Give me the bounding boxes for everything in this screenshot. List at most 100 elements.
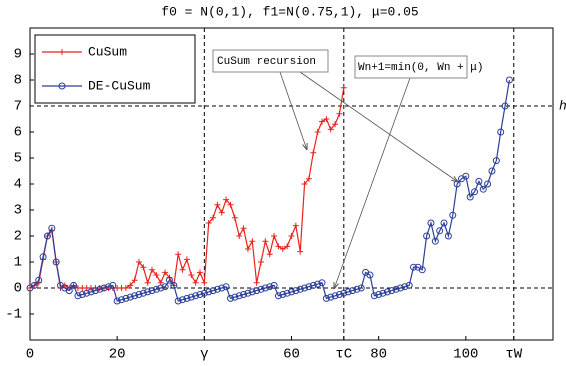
point — [122, 285, 129, 291]
point — [135, 259, 142, 265]
point — [96, 285, 104, 293]
point — [274, 292, 282, 300]
point — [74, 292, 82, 300]
point — [87, 288, 95, 296]
point — [327, 293, 335, 301]
point — [310, 149, 317, 156]
point — [297, 248, 304, 255]
point — [35, 276, 43, 284]
point — [139, 289, 147, 297]
point — [440, 219, 448, 227]
point — [113, 297, 121, 305]
x-tick-label: τC — [335, 347, 352, 363]
point — [383, 288, 391, 296]
point — [396, 284, 404, 292]
point — [418, 266, 426, 274]
point — [401, 283, 409, 291]
point — [284, 243, 291, 250]
point — [266, 283, 274, 291]
y-tick-label: 6 — [14, 125, 22, 141]
point — [179, 266, 186, 273]
point — [301, 284, 309, 292]
point — [431, 237, 439, 245]
point — [319, 118, 326, 125]
point — [318, 279, 326, 287]
point — [100, 284, 108, 292]
point — [292, 287, 300, 295]
point — [340, 84, 347, 91]
annotation-arrow — [299, 71, 459, 183]
point — [30, 281, 38, 289]
point — [231, 214, 238, 221]
point — [288, 288, 295, 296]
arrow-head — [451, 175, 459, 183]
point — [353, 285, 361, 293]
legend-label: CuSum — [88, 44, 127, 59]
point — [196, 269, 203, 276]
point — [488, 167, 496, 175]
point — [153, 272, 160, 278]
point — [205, 288, 213, 296]
point — [179, 296, 187, 304]
y-tick-label: 5 — [14, 151, 22, 167]
annotation: CuSum recursion — [217, 56, 316, 68]
point — [200, 289, 208, 297]
y-tick-label: -1 — [5, 307, 22, 323]
x-tick-label: 60 — [283, 347, 300, 363]
point — [257, 259, 264, 265]
point — [48, 224, 56, 232]
point — [226, 294, 234, 302]
annotation: Wn+1=min(0, Wn + μ) — [358, 62, 483, 74]
y-tick-label: 3 — [14, 203, 22, 219]
threshold-label: h — [559, 98, 566, 113]
point — [340, 289, 348, 297]
point — [131, 292, 139, 300]
point — [479, 185, 487, 193]
point — [505, 76, 513, 84]
point — [127, 282, 134, 289]
point — [235, 292, 243, 300]
point — [305, 175, 312, 182]
y-tick-label: 8 — [14, 73, 22, 89]
point — [78, 291, 86, 298]
point — [43, 232, 51, 240]
point — [471, 188, 479, 196]
point — [240, 291, 248, 298]
point — [261, 284, 269, 292]
point — [83, 289, 91, 297]
annotation-box — [212, 49, 329, 73]
x-tick-label: 0 — [26, 347, 34, 363]
point — [39, 253, 47, 261]
point — [501, 102, 509, 110]
point — [149, 266, 156, 273]
annotation-arrow — [279, 71, 308, 151]
point — [322, 294, 330, 302]
point — [187, 293, 195, 301]
point — [466, 193, 474, 201]
point — [126, 293, 134, 301]
point — [162, 269, 169, 276]
point — [244, 289, 252, 297]
y-tick-label: 2 — [14, 229, 22, 245]
point — [271, 233, 278, 239]
point — [366, 271, 374, 279]
point — [301, 181, 308, 187]
point — [314, 129, 321, 135]
x-tick-label: 100 — [453, 347, 478, 363]
point — [236, 233, 243, 239]
point — [335, 291, 343, 298]
x-tick-label: γ — [200, 347, 208, 363]
point — [410, 263, 418, 271]
point — [379, 289, 387, 297]
point — [183, 294, 191, 302]
point — [165, 276, 173, 284]
legend-marker — [59, 49, 65, 55]
point — [240, 225, 247, 232]
point — [357, 284, 365, 292]
point — [218, 284, 226, 292]
point — [257, 285, 265, 293]
point — [275, 243, 282, 250]
point — [392, 285, 400, 293]
point — [279, 291, 287, 298]
